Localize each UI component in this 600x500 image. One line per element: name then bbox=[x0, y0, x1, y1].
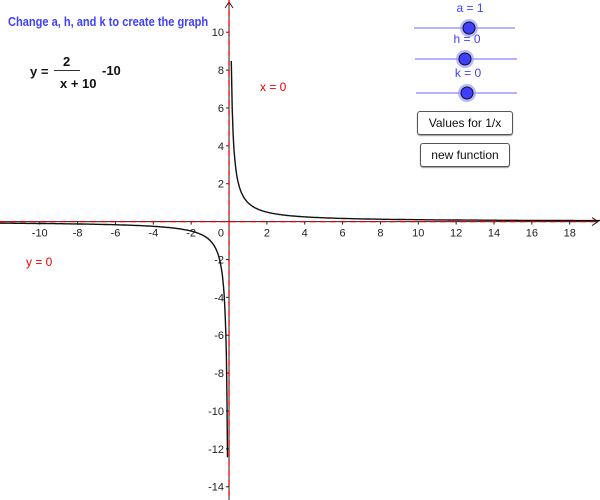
x-tick-label: -4 bbox=[148, 228, 158, 240]
formula-numerator: 2 bbox=[63, 54, 71, 69]
slider-h-handle[interactable] bbox=[458, 52, 472, 66]
function-curve-left-branch bbox=[0, 222, 229, 458]
instruction-title: Change a, h, and k to create the graph bbox=[8, 14, 209, 29]
x-tick-label: -6 bbox=[111, 228, 121, 240]
formula-lhs: y = bbox=[30, 64, 49, 79]
y-tick-label: 10 bbox=[212, 27, 224, 39]
y-tick-label: 8 bbox=[218, 65, 224, 77]
new-function-button[interactable]: new function bbox=[420, 143, 510, 167]
x-tick-label: -8 bbox=[73, 228, 83, 240]
x-tick-label: 12 bbox=[450, 228, 462, 240]
x-tick-label: 14 bbox=[488, 228, 500, 240]
function-curve-right-branch bbox=[230, 60, 600, 222]
fraction-bar bbox=[54, 70, 80, 71]
y-tick-label: -6 bbox=[214, 330, 224, 342]
y-tick-label: -14 bbox=[208, 482, 224, 494]
x-tick-label: -2 bbox=[186, 228, 196, 240]
y-tick-label: -4 bbox=[214, 292, 224, 304]
x-axis-arrow-icon bbox=[591, 217, 599, 227]
x-tick-label: 8 bbox=[377, 228, 383, 240]
x-tick-label: 4 bbox=[302, 228, 308, 240]
x-tick-label: 10 bbox=[412, 228, 424, 240]
y-tick-label: 4 bbox=[218, 141, 224, 153]
slider-k-handle[interactable] bbox=[460, 86, 474, 100]
horizontal-asymptote-label: y = 0 bbox=[26, 255, 53, 269]
x-tick-label: 2 bbox=[264, 228, 270, 240]
formula-denominator: x + 10 bbox=[60, 76, 97, 91]
y-tick-label: -12 bbox=[208, 444, 224, 456]
x-tick-label: 18 bbox=[564, 228, 576, 240]
y-tick-label: 2 bbox=[218, 179, 224, 191]
x-tick-label: -10 bbox=[32, 228, 48, 240]
x-tick-label: 16 bbox=[526, 228, 538, 240]
x-tick-label: 6 bbox=[340, 228, 346, 240]
origin-label: 0 bbox=[218, 228, 224, 240]
slider-a-label: a = 1 bbox=[456, 1, 484, 15]
vertical-asymptote-label: x = 0 bbox=[260, 80, 287, 94]
values-for-1-over-x-button[interactable]: Values for 1/x bbox=[417, 111, 513, 135]
y-tick-label: -10 bbox=[208, 406, 224, 418]
y-tick-label: -8 bbox=[214, 368, 224, 380]
y-tick-label: 6 bbox=[218, 103, 224, 115]
formula-constant: -10 bbox=[102, 63, 121, 78]
slider-a-handle[interactable] bbox=[462, 21, 476, 35]
slider-k-label: k = 0 bbox=[454, 66, 482, 80]
slider-h-label: h = 0 bbox=[453, 32, 481, 46]
